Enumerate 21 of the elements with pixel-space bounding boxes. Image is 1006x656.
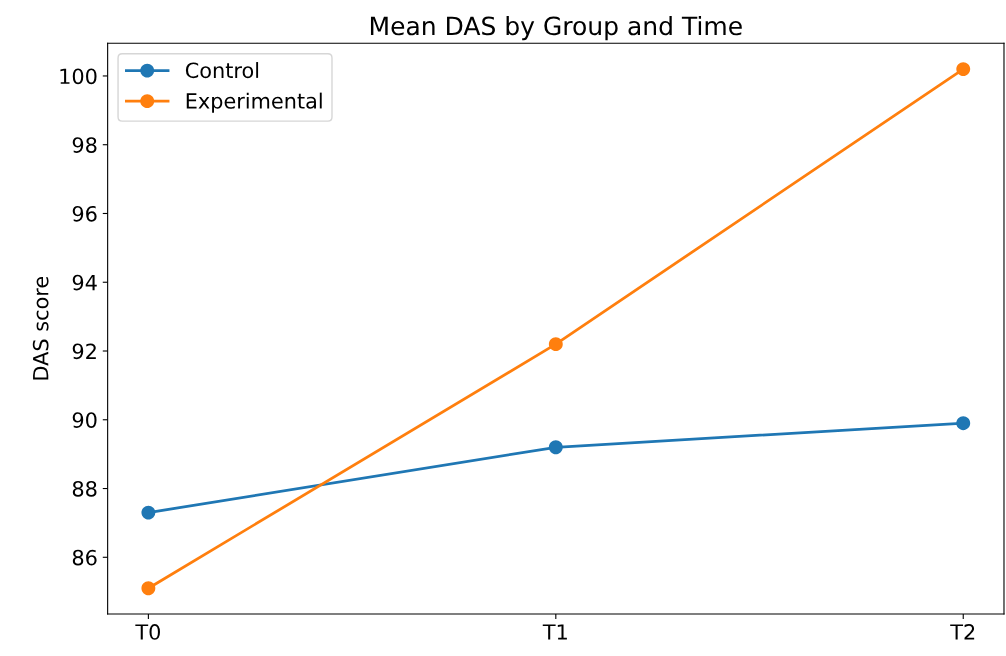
legend-label: Control (185, 62, 259, 79)
y-tick-label: 86 (72, 549, 97, 566)
x-tick-label: T2 (950, 624, 975, 640)
y-tick-label: 100 (60, 68, 97, 85)
point (548, 440, 563, 455)
chart-title: Mean DAS by Group and Time (370, 15, 742, 41)
y-tick-label: 90 (72, 412, 97, 428)
y-tick-label: 88 (72, 480, 97, 497)
y-tick-label: 96 (72, 205, 97, 222)
legend-label: Experimental (186, 92, 322, 113)
x-tick-label: T0 (135, 624, 160, 640)
x-tick-label: T1 (542, 624, 567, 640)
y-tick-label: 94 (72, 274, 97, 291)
point (141, 505, 156, 520)
y-axis-title: DAS score (32, 276, 49, 380)
point (956, 416, 971, 431)
point (548, 337, 563, 352)
point (141, 581, 156, 596)
y-tick-label: 92 (72, 343, 96, 360)
y-tick-label: 98 (72, 137, 97, 153)
point (956, 62, 971, 77)
